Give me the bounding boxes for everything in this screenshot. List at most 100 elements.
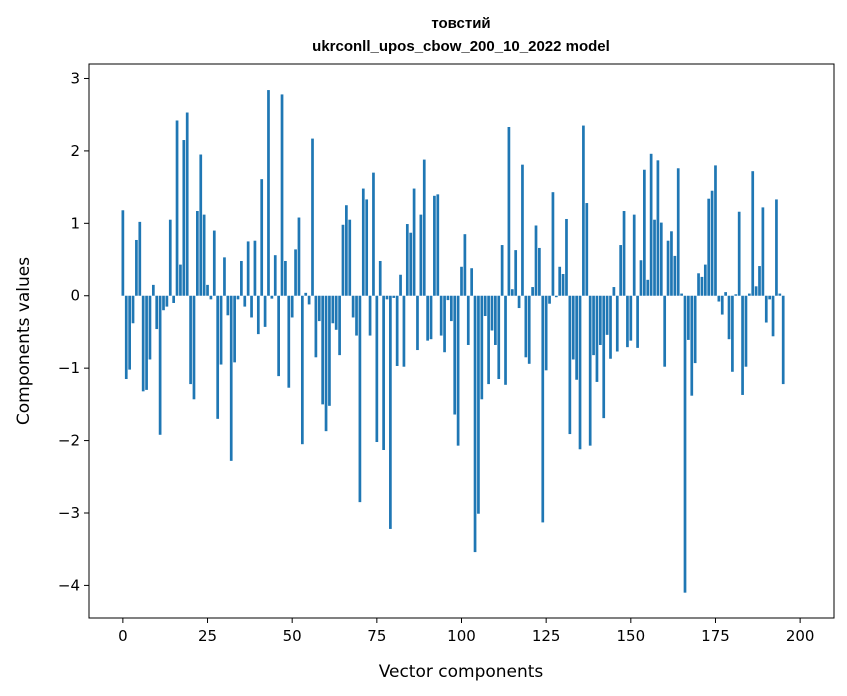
bar [121, 210, 125, 296]
x-tick-label: 175 [701, 627, 730, 645]
bar [372, 172, 375, 296]
y-tick-label: −2 [58, 432, 80, 450]
bar [216, 295, 220, 419]
bar [290, 295, 294, 318]
bar [260, 179, 264, 296]
bar [351, 295, 355, 318]
x-tick-label: 100 [447, 627, 476, 645]
bar [385, 295, 389, 300]
x-axis: 0 25 50 75 100 125 150 175 200 [118, 618, 814, 645]
bar [250, 295, 253, 318]
bar [504, 295, 507, 385]
bar [179, 264, 182, 296]
bar [436, 194, 440, 296]
bar [402, 295, 406, 367]
bar [199, 154, 203, 296]
bar [666, 240, 670, 296]
bar [754, 286, 758, 296]
x-tick-label: 200 [786, 627, 815, 645]
bar [771, 295, 775, 337]
bar [619, 245, 623, 296]
bar [693, 295, 697, 364]
bar [659, 222, 663, 296]
bar [571, 295, 575, 360]
bar [510, 289, 514, 296]
bar [622, 211, 626, 296]
bar [466, 295, 470, 345]
bar [582, 125, 585, 296]
bar [477, 295, 480, 514]
bar [189, 295, 192, 385]
bar [575, 295, 578, 380]
bar [741, 295, 744, 395]
bar [209, 295, 213, 300]
bar [524, 295, 528, 358]
bar [697, 273, 700, 296]
bar [236, 295, 240, 300]
bar [720, 295, 724, 315]
bar [226, 295, 230, 316]
x-tick-label: 125 [532, 627, 561, 645]
bar [609, 295, 612, 359]
bar [778, 293, 782, 296]
bar [422, 159, 426, 296]
bar [568, 295, 572, 435]
bar [714, 165, 717, 296]
bar [328, 295, 331, 406]
bar [270, 295, 274, 299]
bar [155, 295, 159, 330]
bar [758, 266, 761, 296]
x-tick-label: 150 [616, 627, 645, 645]
bar [703, 264, 707, 296]
bar [304, 292, 308, 296]
bar [605, 295, 609, 335]
bar [456, 295, 460, 446]
bar [439, 295, 443, 336]
bar [636, 295, 639, 348]
bar [460, 266, 463, 296]
bar [300, 295, 304, 445]
bar [649, 153, 653, 296]
bar [585, 203, 589, 296]
bar [267, 90, 270, 296]
bar [544, 295, 548, 371]
bar [643, 169, 646, 296]
bar [223, 257, 226, 296]
bar [416, 295, 419, 351]
bar [480, 295, 484, 400]
bar [470, 268, 474, 296]
bar [446, 295, 450, 301]
bar [307, 295, 311, 305]
bar [673, 255, 677, 296]
bar [182, 140, 186, 296]
bar [500, 245, 504, 296]
bar [148, 295, 152, 360]
bar [514, 250, 518, 296]
bar [206, 284, 209, 296]
bar [680, 293, 683, 296]
bar [392, 295, 396, 298]
bar [253, 240, 257, 296]
bar [405, 224, 409, 296]
bar [551, 192, 555, 296]
bar [433, 195, 436, 296]
bar [561, 274, 565, 296]
bar [331, 295, 335, 324]
bar [670, 231, 673, 296]
bar [277, 295, 280, 377]
bar [399, 274, 402, 296]
bar [141, 295, 145, 392]
x-tick-label: 25 [198, 627, 217, 645]
bar [243, 295, 247, 307]
bar [494, 295, 497, 345]
bar [768, 295, 772, 300]
bar [128, 295, 131, 370]
bar [534, 225, 538, 296]
bar [676, 168, 680, 296]
y-tick-label: −3 [58, 504, 80, 522]
bar [588, 295, 592, 446]
bar [744, 295, 748, 367]
chart-title: товстий [431, 15, 490, 32]
